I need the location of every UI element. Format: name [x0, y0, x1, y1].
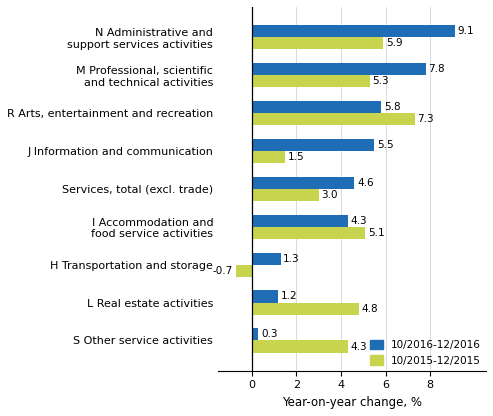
Bar [251, 75, 370, 87]
Text: 7.3: 7.3 [417, 114, 434, 124]
Text: 5.1: 5.1 [368, 228, 385, 238]
Text: 1.3: 1.3 [283, 254, 300, 264]
Bar [236, 265, 251, 277]
Bar [251, 37, 384, 50]
Bar [251, 227, 365, 239]
Text: -0.7: -0.7 [213, 266, 233, 276]
Bar [251, 63, 426, 75]
Text: 1.2: 1.2 [281, 292, 298, 302]
Text: 4.3: 4.3 [350, 342, 367, 352]
Text: 5.5: 5.5 [377, 140, 394, 150]
X-axis label: Year-on-year change, %: Year-on-year change, % [282, 396, 422, 409]
Bar [251, 302, 359, 314]
Bar [251, 189, 318, 201]
Text: 4.6: 4.6 [357, 178, 374, 188]
Bar [251, 101, 381, 113]
Text: 9.1: 9.1 [458, 26, 474, 36]
Bar [251, 25, 455, 37]
Bar [251, 113, 415, 125]
Text: 4.3: 4.3 [350, 216, 367, 226]
Legend: 10/2016-12/2016, 10/2015-12/2015: 10/2016-12/2016, 10/2015-12/2015 [370, 340, 481, 366]
Bar [251, 215, 348, 227]
Bar [251, 139, 374, 151]
Bar [251, 151, 285, 163]
Bar [251, 290, 279, 302]
Bar [251, 328, 258, 340]
Bar [251, 177, 354, 189]
Text: 7.8: 7.8 [428, 64, 445, 74]
Text: 5.9: 5.9 [386, 38, 403, 48]
Text: 1.5: 1.5 [288, 152, 304, 162]
Bar [251, 253, 281, 265]
Text: 3.0: 3.0 [321, 190, 338, 200]
Bar [251, 340, 348, 353]
Text: 4.8: 4.8 [361, 304, 378, 314]
Text: 5.3: 5.3 [373, 76, 389, 86]
Text: 5.8: 5.8 [384, 102, 400, 112]
Text: 0.3: 0.3 [261, 329, 278, 339]
